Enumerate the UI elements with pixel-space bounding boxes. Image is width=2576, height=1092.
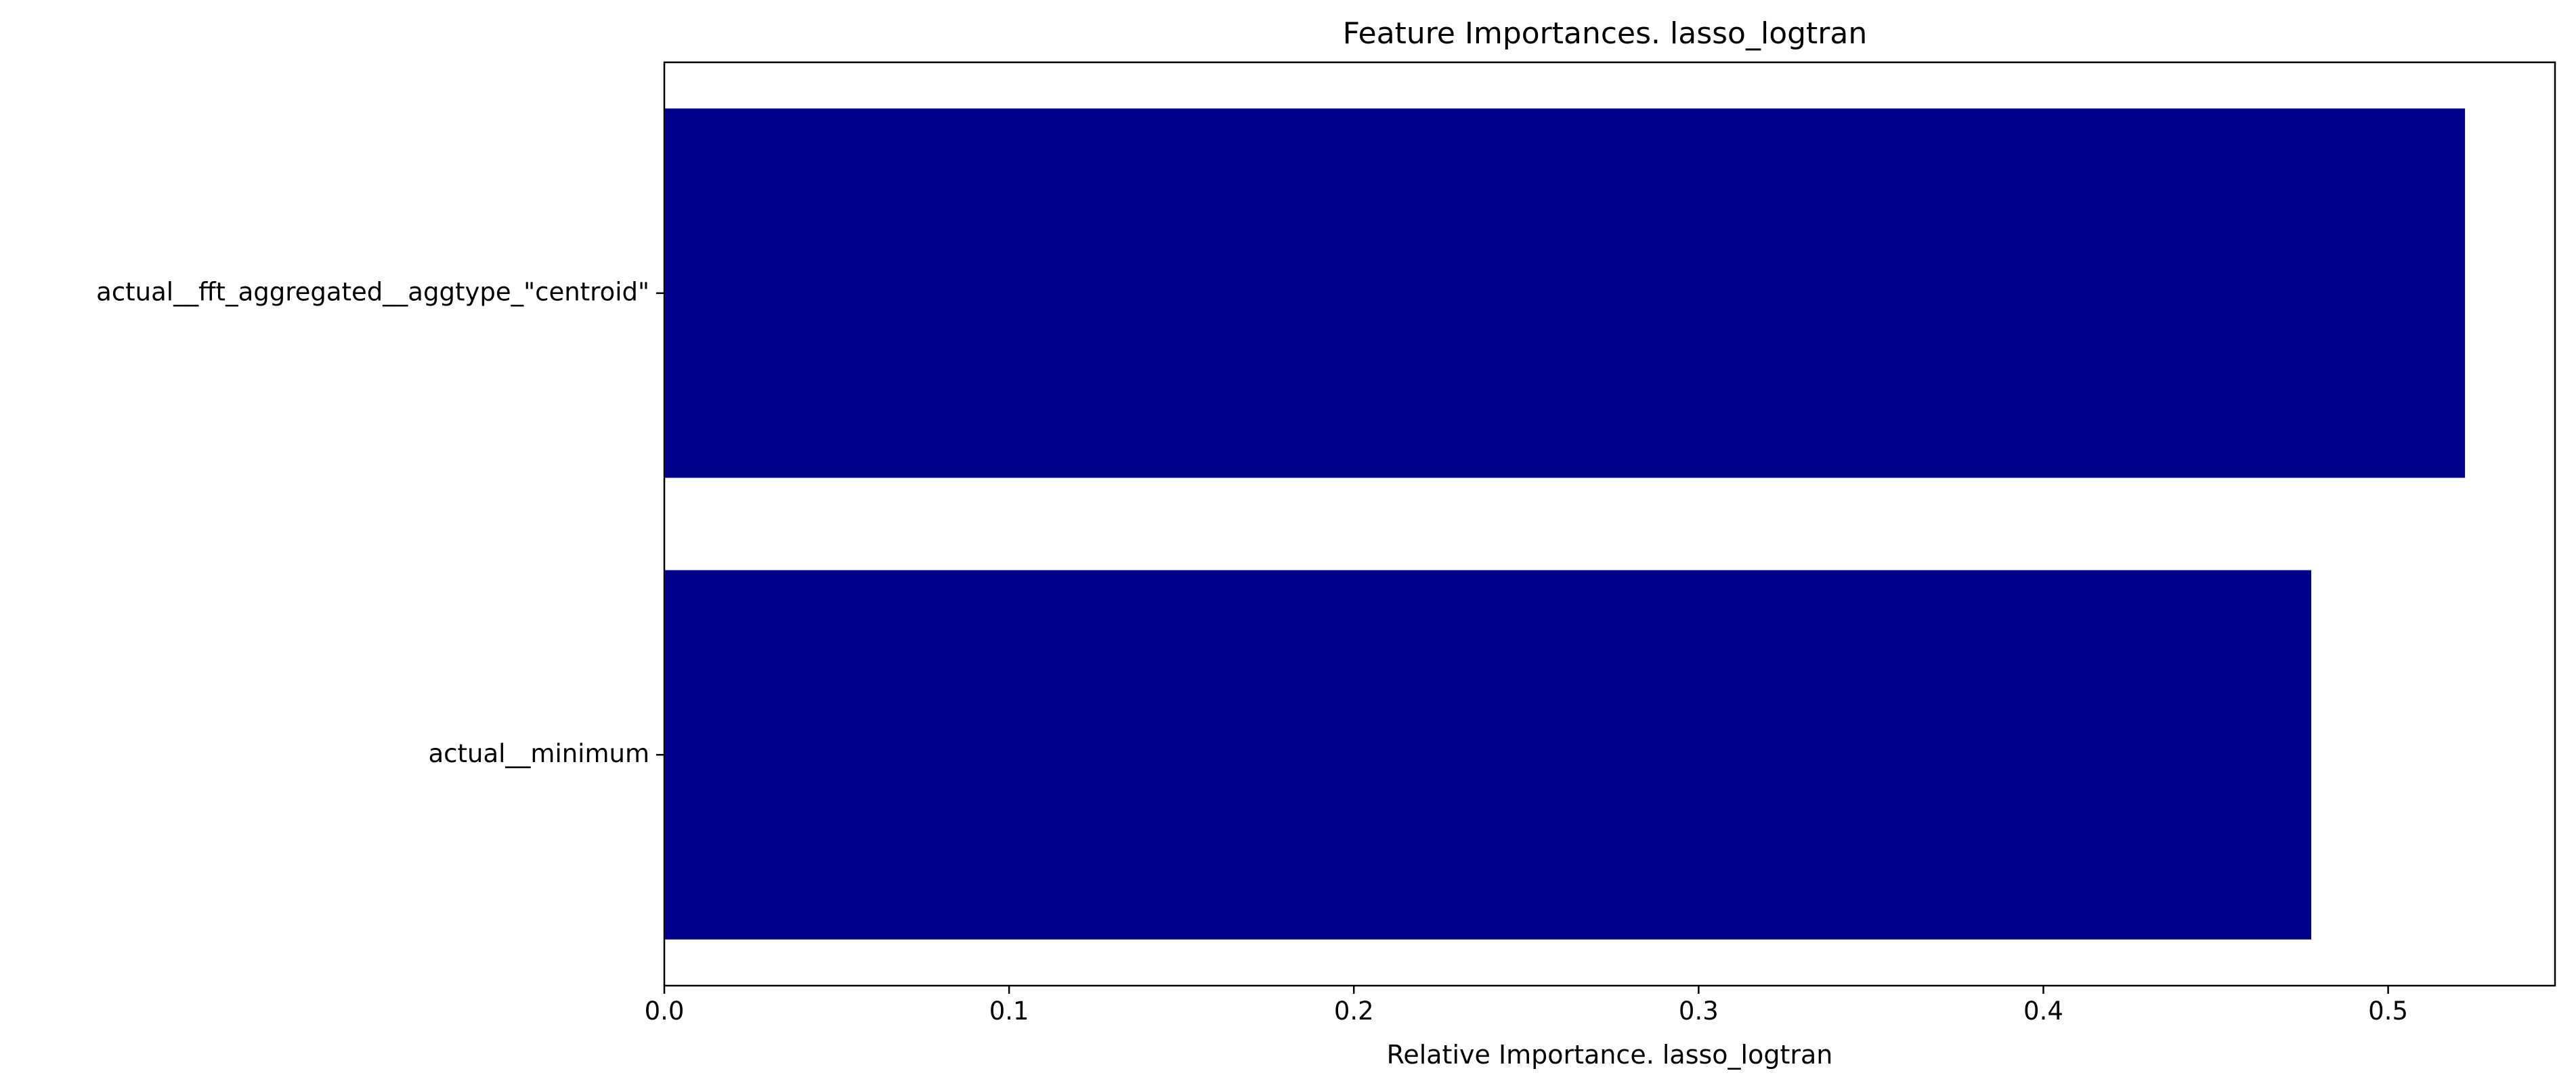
- x-tick-label: 0.2: [1334, 996, 1374, 1026]
- y-axis: actual__fft_aggregated__aggtype_"centroi…: [96, 277, 664, 768]
- plot-frame: [663, 61, 2556, 987]
- x-axis: 0.0 0.1 0.2 0.3 0.4 0.5: [645, 986, 2408, 1026]
- bars-layer: [664, 108, 2466, 940]
- chart-title: Feature Importances. lasso_logtran: [1343, 16, 1868, 51]
- x-tick-label: 0.3: [1679, 996, 1719, 1026]
- x-tick-label: 0.0: [645, 996, 685, 1026]
- x-tick-label: 0.5: [2368, 996, 2408, 1026]
- y-tick-label: actual__minimum: [428, 739, 649, 768]
- bar: [664, 108, 2466, 478]
- x-tick-label: 0.4: [2023, 996, 2063, 1026]
- y-tick-label: actual__fft_aggregated__aggtype_"centroi…: [96, 277, 649, 306]
- x-axis-label: Relative Importance. lasso_logtran: [1387, 1040, 1833, 1070]
- bar: [664, 570, 2312, 940]
- x-tick-label: 0.1: [989, 996, 1029, 1026]
